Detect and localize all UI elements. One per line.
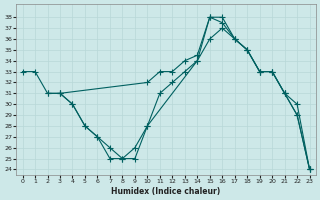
X-axis label: Humidex (Indice chaleur): Humidex (Indice chaleur)	[111, 187, 221, 196]
